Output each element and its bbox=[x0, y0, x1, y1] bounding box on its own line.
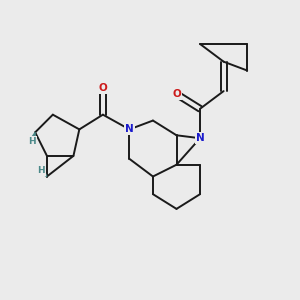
Polygon shape bbox=[30, 132, 35, 142]
Polygon shape bbox=[39, 169, 47, 176]
Text: H: H bbox=[37, 166, 45, 175]
Text: N: N bbox=[196, 133, 204, 143]
Text: H: H bbox=[28, 137, 36, 146]
Text: O: O bbox=[98, 83, 107, 93]
Text: N: N bbox=[125, 124, 134, 134]
Text: O: O bbox=[172, 89, 181, 99]
